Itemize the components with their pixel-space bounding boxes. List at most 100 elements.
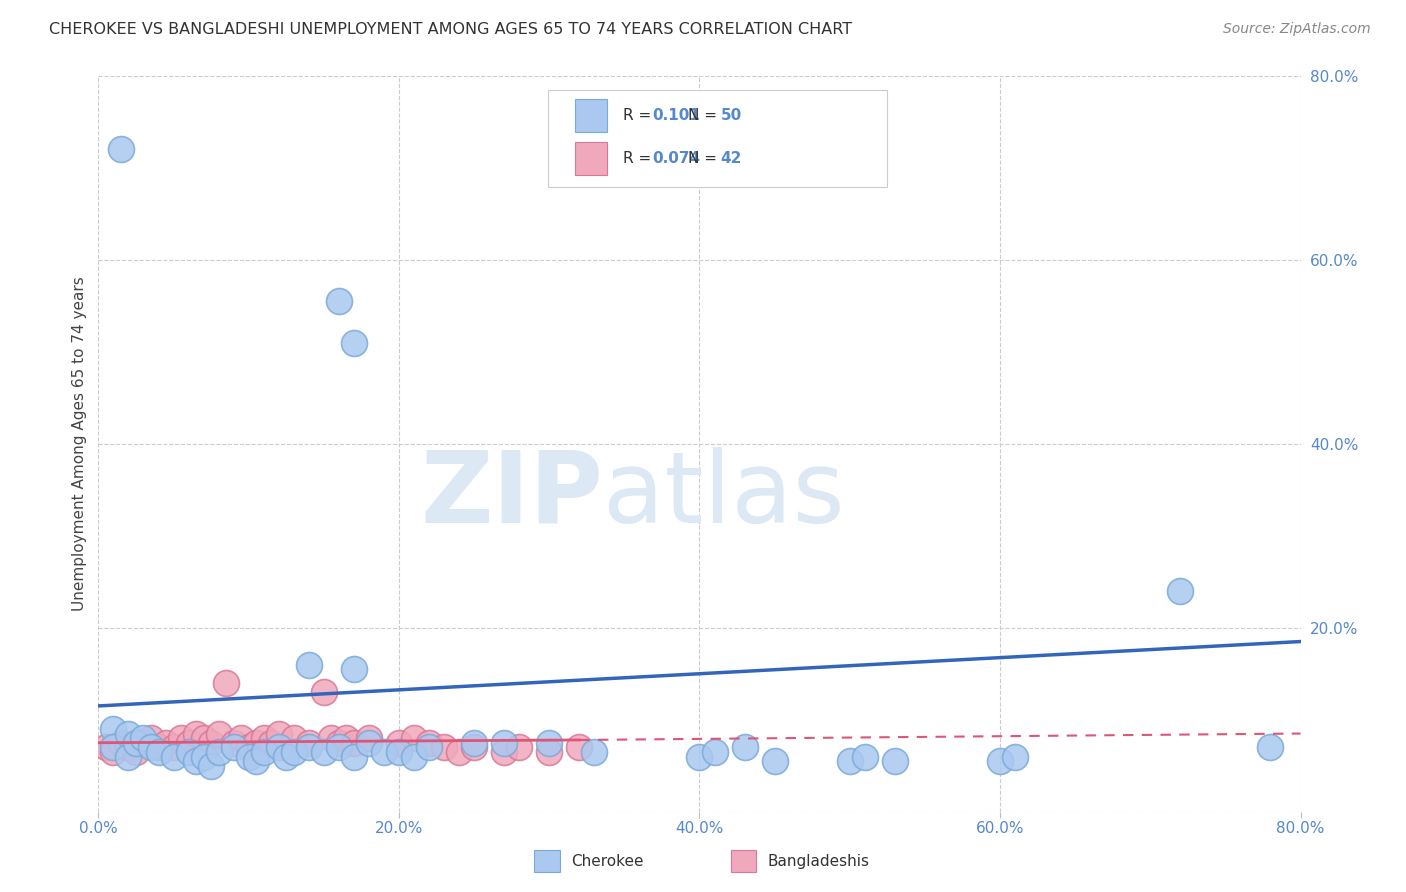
Point	[267, 726, 290, 740]
Point	[1260, 740, 1282, 755]
Point	[494, 745, 516, 759]
Point	[222, 740, 245, 755]
Point	[117, 740, 139, 755]
Point	[763, 754, 786, 768]
Point	[321, 731, 343, 746]
Point	[208, 745, 231, 759]
Text: Bangladeshis: Bangladeshis	[768, 854, 870, 869]
Point	[312, 745, 335, 759]
Point	[463, 740, 485, 755]
Point	[245, 736, 267, 750]
Point	[260, 736, 283, 750]
Point	[343, 335, 366, 350]
Y-axis label: Unemployment Among Ages 65 to 74 years: Unemployment Among Ages 65 to 74 years	[72, 277, 87, 611]
Point	[177, 736, 200, 750]
Point	[418, 736, 440, 750]
Point	[103, 722, 125, 736]
Point	[283, 745, 305, 759]
Point	[177, 745, 200, 759]
Point	[238, 749, 260, 764]
Point	[538, 745, 561, 759]
Point	[883, 754, 905, 768]
Point	[238, 740, 260, 755]
Point	[402, 731, 425, 746]
Text: ZIP: ZIP	[420, 447, 603, 544]
Point	[110, 142, 132, 157]
Point	[253, 745, 276, 759]
Point	[125, 736, 148, 750]
Point	[139, 740, 162, 755]
Point	[838, 754, 860, 768]
Point	[103, 740, 125, 755]
Point	[148, 745, 170, 759]
Point	[184, 754, 207, 768]
Point	[494, 736, 516, 750]
Point	[298, 740, 321, 755]
Point	[125, 745, 148, 759]
Point	[155, 736, 177, 750]
Point	[433, 740, 456, 755]
Point	[988, 754, 1011, 768]
Point	[132, 731, 155, 746]
Point	[447, 745, 470, 759]
Point	[193, 749, 215, 764]
Point	[253, 731, 276, 746]
Point	[402, 749, 425, 764]
Point	[267, 740, 290, 755]
Point	[200, 736, 222, 750]
Point	[117, 726, 139, 740]
Point	[222, 736, 245, 750]
Point	[184, 726, 207, 740]
Point	[231, 731, 253, 746]
Point	[343, 749, 366, 764]
Point	[328, 736, 350, 750]
Text: Cherokee: Cherokee	[571, 854, 644, 869]
Point	[200, 758, 222, 772]
Point	[298, 736, 321, 750]
Point	[853, 749, 876, 764]
Point	[208, 726, 231, 740]
Point	[298, 657, 321, 672]
Text: 42: 42	[721, 151, 742, 166]
Point	[162, 740, 184, 755]
Point	[388, 736, 411, 750]
Point	[162, 749, 184, 764]
Point	[94, 740, 117, 755]
Point	[328, 294, 350, 309]
Point	[568, 740, 591, 755]
Point	[583, 745, 606, 759]
Text: N =: N =	[689, 151, 723, 166]
Point	[734, 740, 756, 755]
Text: 0.101: 0.101	[652, 108, 700, 123]
Text: Source: ZipAtlas.com: Source: ZipAtlas.com	[1223, 22, 1371, 37]
Point	[703, 745, 725, 759]
Text: CHEROKEE VS BANGLADESHI UNEMPLOYMENT AMONG AGES 65 TO 74 YEARS CORRELATION CHART: CHEROKEE VS BANGLADESHI UNEMPLOYMENT AMO…	[49, 22, 852, 37]
Point	[357, 731, 380, 746]
Text: R =: R =	[623, 151, 657, 166]
Point	[328, 740, 350, 755]
Text: atlas: atlas	[603, 447, 845, 544]
Point	[343, 662, 366, 676]
Point	[538, 736, 561, 750]
Point	[343, 736, 366, 750]
Point	[335, 731, 357, 746]
Point	[215, 676, 238, 690]
Point	[283, 731, 305, 746]
Point	[148, 740, 170, 755]
Point	[276, 749, 298, 764]
Point	[418, 740, 440, 755]
Point	[463, 736, 485, 750]
Point	[357, 736, 380, 750]
Point	[170, 731, 193, 746]
Point	[312, 685, 335, 699]
Point	[117, 749, 139, 764]
Point	[110, 736, 132, 750]
Point	[373, 745, 395, 759]
Text: R =: R =	[623, 108, 657, 123]
Point	[388, 745, 411, 759]
Point	[688, 749, 710, 764]
Point	[132, 736, 155, 750]
Point	[193, 731, 215, 746]
Point	[245, 754, 267, 768]
Point	[1170, 584, 1192, 599]
